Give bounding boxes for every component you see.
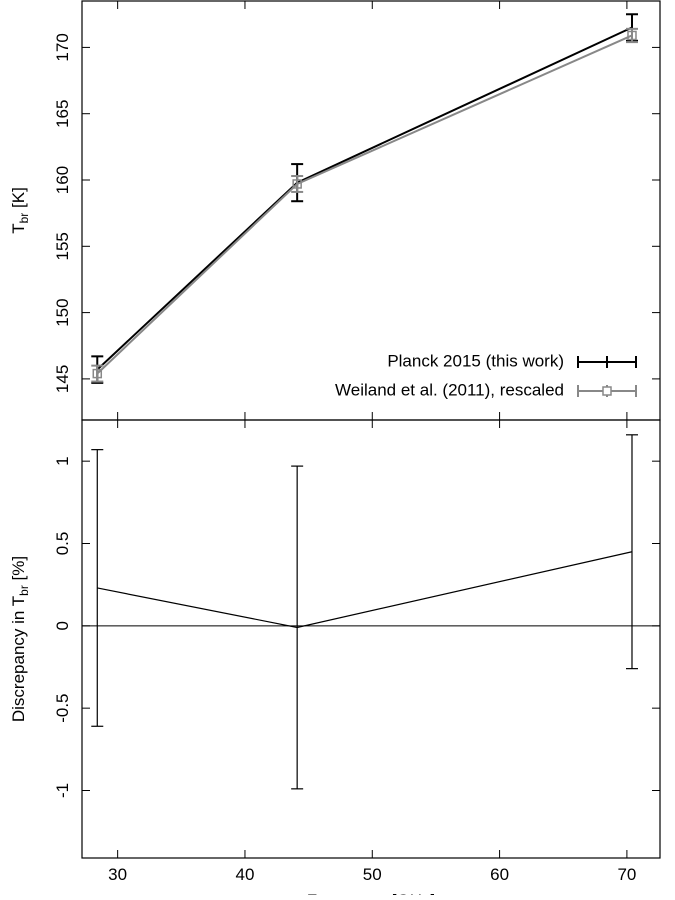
legend-marker	[602, 386, 612, 396]
y-axis-label-part: [%]	[9, 556, 28, 585]
series-line	[97, 551, 633, 629]
y-tick-label: -0.5	[53, 694, 72, 723]
y-tick-label: 0	[53, 621, 72, 630]
y-tick-label: 155	[53, 232, 72, 260]
y-axis-label-part: br	[17, 213, 31, 224]
marker	[92, 368, 103, 379]
y-axis-label-part: [K]	[9, 187, 28, 213]
y-tick-label: -1	[53, 783, 72, 798]
legend-label: Weiland et al. (2011), rescaled	[335, 380, 564, 399]
y-tick-label: 150	[53, 298, 72, 326]
series-line	[96, 26, 633, 371]
plot-frame	[81, 0, 661, 421]
marker	[292, 179, 302, 189]
y-axis-label: Tbr [K]	[9, 187, 31, 234]
y-axis-label: Discrepancy in Tbr [%]	[9, 556, 31, 722]
y-tick-label: 0.5	[53, 532, 72, 556]
marker	[627, 30, 637, 41]
x-tick-label: 30	[108, 865, 127, 884]
y-axis-label-part: br	[17, 585, 31, 596]
y-axis-label-part: Discrepancy in T	[9, 596, 28, 722]
x-tick-label: 70	[617, 865, 636, 884]
x-axis-label: Frequency [GHz]	[307, 891, 436, 895]
y-tick-label: 160	[53, 166, 72, 194]
legend-label: Planck 2015 (this work)	[387, 351, 564, 370]
x-tick-label: 50	[363, 865, 382, 884]
y-tick-label: 1	[53, 456, 72, 465]
series-line	[96, 34, 633, 375]
y-tick-label: 170	[53, 33, 72, 61]
y-tick-label: 165	[53, 100, 72, 128]
plot-frame	[81, 419, 661, 859]
x-tick-label: 40	[235, 865, 254, 884]
y-tick-label: 145	[53, 365, 72, 393]
x-tick-label: 60	[490, 865, 509, 884]
y-axis-label-part: T	[9, 223, 28, 233]
